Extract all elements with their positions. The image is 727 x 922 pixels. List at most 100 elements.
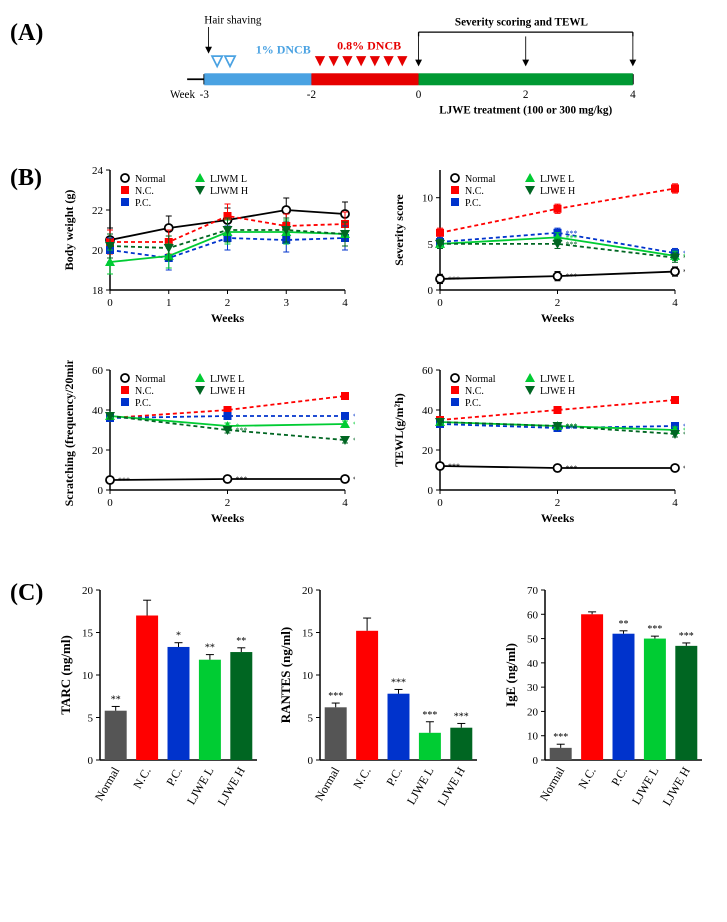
svg-text:5: 5	[428, 239, 434, 251]
tewl-chart: 0204060024TEWL(g/m²h)WeeksNormalN.C.P.C.…	[385, 360, 685, 525]
svg-text:***: ***	[353, 420, 355, 429]
svg-text:40: 40	[527, 658, 539, 670]
svg-text:20: 20	[422, 445, 434, 457]
svg-text:TARC (ng/ml): TARC (ng/ml)	[58, 635, 73, 715]
svg-text:18: 18	[92, 285, 104, 297]
svg-text:***: ***	[353, 436, 355, 445]
svg-text:Normal: Normal	[537, 764, 568, 803]
svg-text:2: 2	[555, 497, 561, 509]
panel-a-label: (A)	[10, 20, 43, 47]
tarc-bar-chart: 05101520TARC (ng/ml)**NormalN.C.*P.C.**L…	[55, 580, 265, 840]
svg-text:LJWE H: LJWE H	[540, 386, 575, 397]
svg-text:P.C.: P.C.	[383, 765, 405, 789]
svg-text:LJWM L: LJWM L	[210, 174, 247, 185]
svg-text:*: *	[176, 631, 181, 642]
svg-text:N.C.: N.C.	[135, 386, 154, 397]
svg-text:0: 0	[416, 89, 422, 101]
svg-text:***: ***	[566, 464, 578, 473]
svg-text:Severity score: Severity score	[392, 194, 406, 266]
svg-text:***: ***	[683, 268, 685, 277]
svg-text:LJWM H: LJWM H	[210, 186, 248, 197]
svg-text:0: 0	[428, 485, 434, 497]
svg-text:***: ***	[353, 475, 355, 484]
svg-text:Weeks: Weeks	[211, 311, 245, 325]
severity-chart: 0510024Severity scoreWeeksNormalN.C.P.C.…	[385, 160, 685, 325]
svg-text:50: 50	[527, 634, 539, 646]
svg-text:Normal: Normal	[135, 374, 166, 385]
svg-text:**: **	[205, 643, 215, 654]
rantes-bar-chart: 05101520RANTES (ng/ml)***NormalN.C.***P.…	[275, 580, 485, 840]
svg-text:5: 5	[308, 713, 314, 725]
body-weight-chart: 1820222401234Body weight (g)WeeksNormalN…	[55, 160, 355, 325]
svg-text:***: ***	[679, 631, 694, 642]
svg-text:0: 0	[533, 755, 539, 767]
svg-text:P.C.: P.C.	[465, 398, 481, 409]
svg-text:***: ***	[328, 691, 343, 702]
svg-text:5: 5	[88, 713, 94, 725]
svg-text:***: ***	[683, 430, 685, 439]
svg-text:Weeks: Weeks	[211, 511, 245, 525]
svg-text:40: 40	[422, 405, 434, 417]
svg-text:***: ***	[683, 254, 685, 263]
svg-text:LJWE L: LJWE L	[210, 374, 244, 385]
svg-text:***: ***	[448, 275, 460, 284]
svg-text:P.C.: P.C.	[608, 765, 630, 789]
svg-text:22: 22	[92, 205, 103, 217]
svg-text:**: **	[619, 619, 629, 630]
svg-text:-3: -3	[200, 89, 210, 101]
svg-text:LJWE H: LJWE H	[660, 764, 693, 808]
svg-text:2: 2	[225, 497, 231, 509]
svg-text:LJWE H: LJWE H	[210, 386, 245, 397]
svg-text:0: 0	[437, 497, 443, 509]
svg-text:LJWE L: LJWE L	[404, 765, 437, 808]
svg-text:60: 60	[527, 609, 539, 621]
svg-text:20: 20	[92, 245, 104, 257]
svg-text:N.C.: N.C.	[135, 186, 154, 197]
svg-text:Body weight (g): Body weight (g)	[62, 190, 76, 271]
svg-text:RANTES (ng/ml): RANTES (ng/ml)	[278, 627, 293, 723]
svg-text:N.C.: N.C.	[465, 186, 484, 197]
svg-text:Normal: Normal	[465, 374, 496, 385]
svg-text:10: 10	[422, 193, 434, 205]
svg-text:1: 1	[166, 297, 172, 309]
svg-text:Normal: Normal	[465, 174, 496, 185]
svg-text:***: ***	[566, 272, 578, 281]
svg-text:2: 2	[523, 89, 529, 101]
scratching-chart: 0204060024Scratching (frequency/20min)We…	[55, 360, 355, 525]
svg-text:P.C.: P.C.	[163, 765, 185, 789]
svg-text:20: 20	[527, 706, 539, 718]
svg-text:***: ***	[236, 475, 248, 484]
svg-text:TEWL(g/m²h): TEWL(g/m²h)	[392, 393, 406, 467]
svg-text:4: 4	[342, 497, 348, 509]
svg-text:Weeks: Weeks	[541, 511, 575, 525]
svg-text:70: 70	[527, 585, 539, 597]
svg-text:4: 4	[630, 89, 636, 101]
ige-bar-chart: 010203040506070IgE (ng/ml)***NormalN.C.*…	[500, 580, 710, 840]
svg-text:N.C.: N.C.	[465, 386, 484, 397]
svg-text:0: 0	[308, 755, 314, 767]
svg-text:40: 40	[92, 405, 104, 417]
svg-text:***: ***	[683, 464, 685, 473]
svg-text:20: 20	[92, 445, 104, 457]
timeline-diagram: -3-2024Hair shaving1% DNCB0.8% DNCBSever…	[130, 15, 690, 135]
svg-text:P.C.: P.C.	[135, 198, 151, 209]
svg-text:***: ***	[454, 711, 469, 722]
svg-text:0: 0	[88, 755, 94, 767]
svg-text:30: 30	[527, 682, 539, 694]
svg-text:LJWE treatment (100 or 300 mg/: LJWE treatment (100 or 300 mg/kg)	[439, 105, 612, 117]
svg-text:24: 24	[92, 165, 104, 177]
svg-text:20: 20	[82, 585, 94, 597]
svg-text:10: 10	[302, 670, 314, 682]
svg-text:LJWE L: LJWE L	[184, 765, 217, 808]
svg-text:Normal: Normal	[135, 174, 166, 185]
svg-text:N.C.: N.C.	[575, 765, 598, 792]
svg-text:1% DNCB: 1% DNCB	[256, 43, 311, 57]
svg-text:P.C.: P.C.	[465, 198, 481, 209]
svg-text:60: 60	[92, 365, 104, 377]
svg-text:Normal: Normal	[312, 764, 343, 803]
svg-text:LJWE L: LJWE L	[540, 174, 574, 185]
svg-text:2: 2	[555, 297, 561, 309]
svg-text:0.8% DNCB: 0.8% DNCB	[337, 38, 401, 52]
svg-text:***: ***	[566, 240, 578, 249]
svg-text:0: 0	[98, 485, 104, 497]
